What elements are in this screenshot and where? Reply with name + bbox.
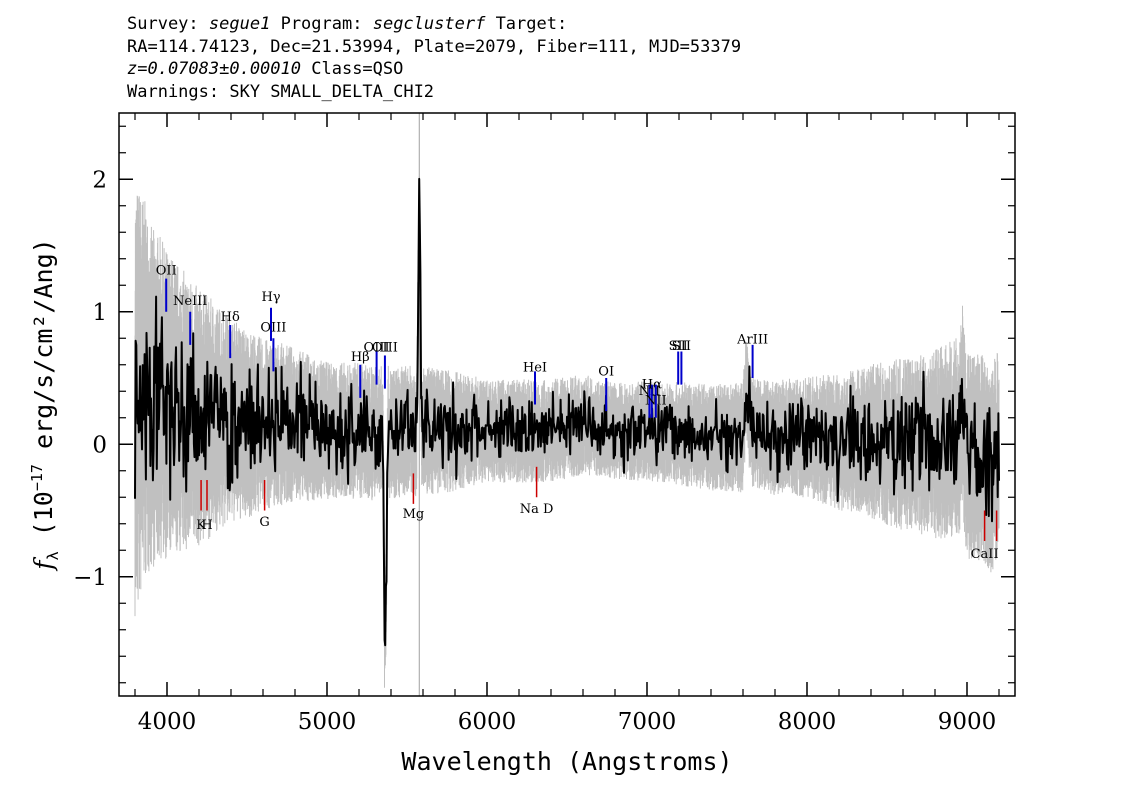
x-tick-label: 4000 — [138, 709, 197, 735]
y-tick-label: −1 — [73, 565, 107, 591]
y-tick-label: 2 — [92, 167, 107, 193]
emission-line-label: OIII — [372, 341, 398, 356]
plot-frame — [118, 112, 1016, 697]
absorption-line-label: Na D — [520, 502, 554, 517]
emission-line-label: Hγ — [261, 290, 280, 305]
absorption-line-label: Mg — [403, 507, 425, 522]
emission-line-label: Hβ — [351, 350, 370, 365]
emission-line-label: OI — [598, 364, 614, 379]
program-label: Program: — [280, 14, 363, 34]
y-tick-label: 0 — [92, 432, 107, 458]
x-tick-label: 8000 — [778, 709, 837, 735]
x-axis-title: Wavelength (Angstroms) — [401, 747, 732, 776]
x-tick-label: 5000 — [298, 709, 357, 735]
emission-line-label: ArIII — [736, 333, 768, 348]
class-text: Class=QSO — [311, 59, 404, 79]
spectrum-header: Survey: segue1 Program: segclusterf Targ… — [127, 13, 741, 103]
emission-line-label: OIII — [260, 321, 286, 336]
program-name: segclusterf — [372, 14, 486, 34]
y-axis-title-text: fλ (10−17 erg/s/cm²/Ang) — [28, 238, 62, 571]
emission-line-label: SII — [672, 339, 691, 354]
emission-line-label: HeI — [523, 360, 547, 375]
y-tick-label: 1 — [92, 300, 107, 326]
target-label: Target: — [495, 14, 568, 34]
absorption-line-label: K — [196, 518, 206, 533]
emission-line-label: Hδ — [221, 310, 240, 325]
spectrum-line — [134, 177, 1000, 647]
emission-line-label: SII — [669, 339, 688, 354]
emission-line-label: NeIII — [173, 294, 207, 309]
coordinates-line: RA=114.74123, Dec=21.53994, Plate=2079, … — [127, 36, 742, 57]
emission-line-label: Hα — [642, 378, 662, 393]
x-tick-label: 9000 — [938, 709, 997, 735]
survey-name: segue1 — [208, 14, 271, 34]
survey-label: Survey: — [127, 14, 199, 34]
x-tick-label: 7000 — [618, 709, 677, 735]
emission-line-label: OIII — [364, 341, 390, 356]
emission-line-label: NII — [645, 394, 667, 409]
warnings-line: Warnings: SKY SMALL_DELTA_CHI2 — [127, 81, 435, 102]
x-tick-label: 6000 — [458, 709, 517, 735]
plot-area — [134, 113, 1000, 696]
y-axis-title: fλ (10−17 erg/s/cm²/Ang) — [28, 238, 62, 571]
chart-axes: 4000 5000 6000 7000 8000 9000 −1 0 1 2 — [73, 113, 1015, 735]
absorption-line-label: CaII — [971, 547, 999, 562]
absorption-line-label: G — [259, 515, 269, 530]
redshift-text: z=0.07083±0.00010 — [127, 59, 301, 79]
absorption-line-label: H — [201, 518, 212, 533]
emission-line-label: OII — [156, 264, 177, 279]
